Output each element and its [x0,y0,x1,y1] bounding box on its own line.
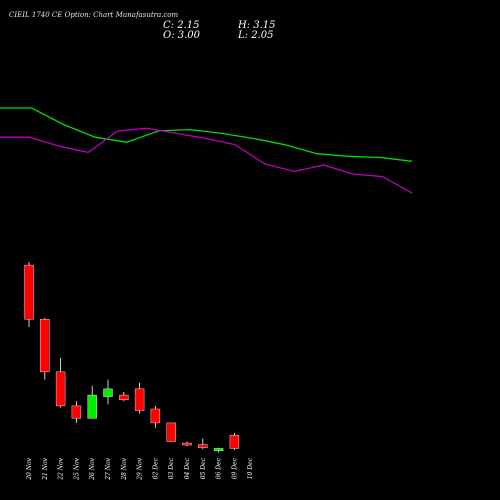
high-value: H: 3.15 [237,20,276,31]
x-tick-label: 25 Nov [73,457,80,480]
candle-body [40,319,50,373]
x-tick-label: 03 Dec [168,457,175,479]
x-tick-label: 02 Dec [152,457,159,479]
candle-body [150,408,161,424]
candle-body [103,388,113,397]
candle [71,401,82,423]
x-tick-label: 06 Dec [216,457,223,479]
candle-body [71,405,82,419]
x-tick-label: 21 Nov [42,457,49,480]
x-tick-label: 26 Nov [89,457,96,480]
candle [40,317,50,380]
candle-body [55,371,66,407]
x-tick-label: 09 Dec [231,457,238,479]
x-tick-label: 04 Dec [184,457,191,479]
candle [24,262,34,327]
x-tick-label: 29 Nov [137,457,144,480]
x-tick-label: 27 Nov [105,457,112,480]
candle-body [87,394,97,419]
x-tick-label: 20 Nov [26,457,33,480]
candle-body [166,422,176,442]
close-value: C: 2.15 [163,20,199,31]
candle [213,447,224,453]
indicator-line-2 [0,127,413,194]
open-value: O: 3.00 [163,30,201,41]
candle-body [24,264,34,320]
candle [229,432,240,450]
candle [150,405,161,428]
low-value: L: 2.05 [237,30,273,41]
candle-body [213,448,224,451]
candle-body [119,394,129,400]
candle [134,382,145,414]
candle [87,385,97,419]
candle [182,441,192,447]
candle [166,422,176,442]
chart-title: CIEIL 1740 CE Option: Chart Munafasutra.… [9,11,179,19]
candles [24,262,240,453]
x-tick-label: 05 Dec [200,457,207,479]
candle-body [198,444,208,448]
candle [55,357,66,408]
indicator-lines [0,107,413,194]
candle [119,391,129,402]
candle [198,438,208,450]
candle [103,379,113,405]
indicator-line-1 [0,107,413,162]
candle-body [182,442,192,446]
x-tick-label: 10 Dec [247,457,254,479]
x-tick-label: 28 Nov [121,457,128,480]
x-axis-labels: 20 Nov 21 Nov 22 Nov 25 Nov 26 Nov 27 Nov 28 N… [26,457,254,480]
candle-body [229,435,240,449]
candle-body [134,388,145,411]
x-tick-label: 22 Nov [58,457,65,480]
